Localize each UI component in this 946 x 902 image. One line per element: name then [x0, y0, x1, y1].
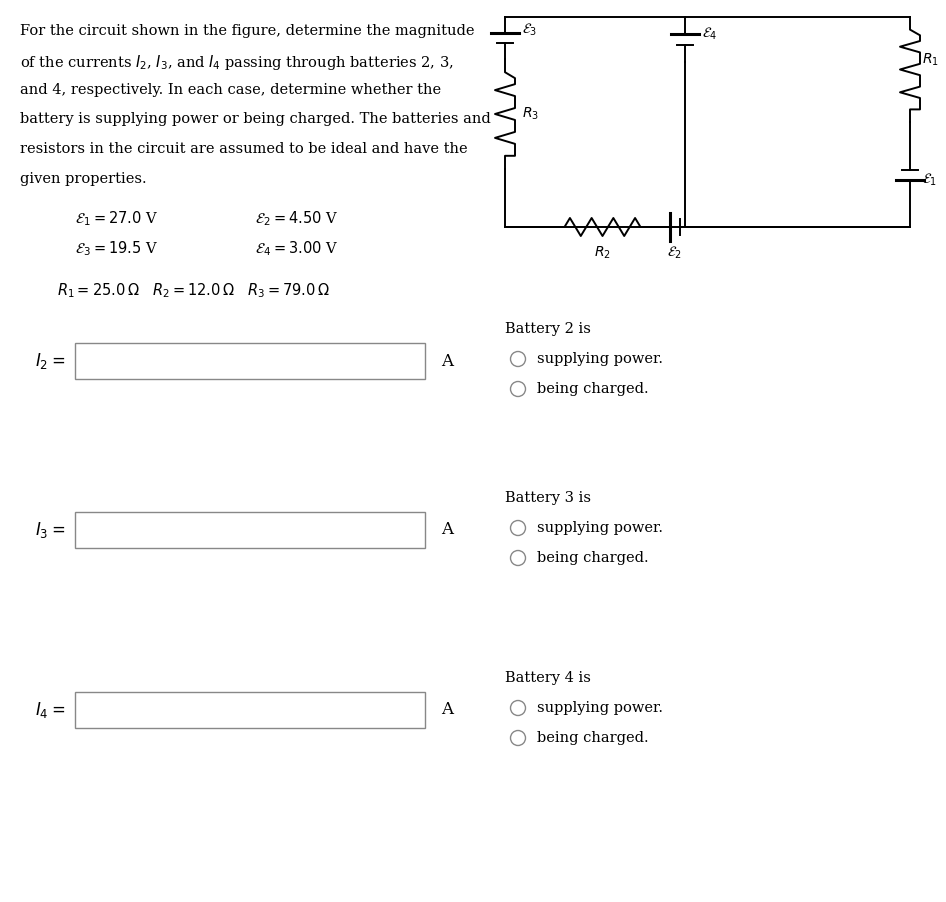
Text: $\mathcal{E}_1$: $\mathcal{E}_1$: [922, 171, 937, 188]
Text: $\mathcal{E}_3 = 19.5$ V: $\mathcal{E}_3 = 19.5$ V: [75, 239, 158, 258]
Bar: [75, 692, 425, 728]
Text: being charged.: being charged.: [537, 382, 649, 396]
Text: battery is supplying power or being charged. The batteries and: battery is supplying power or being char…: [20, 113, 491, 126]
Text: Battery 3 is: Battery 3 is: [505, 491, 591, 505]
Text: supplying power.: supplying power.: [537, 521, 663, 535]
Text: given properties.: given properties.: [20, 171, 147, 186]
Text: $\mathcal{E}_4 = 3.00$ V: $\mathcal{E}_4 = 3.00$ V: [255, 239, 338, 258]
Bar: [75, 512, 425, 548]
Text: $\mathcal{E}_2$: $\mathcal{E}_2$: [668, 245, 682, 262]
Text: of the currents $I_2$, $I_3$, and $I_4$ passing through batteries 2, 3,: of the currents $I_2$, $I_3$, and $I_4$ …: [20, 53, 454, 72]
Text: $R_2$: $R_2$: [594, 245, 611, 262]
Bar: [75, 343, 425, 379]
Text: supplying power.: supplying power.: [537, 352, 663, 366]
Text: and 4, respectively. In each case, determine whether the: and 4, respectively. In each case, deter…: [20, 83, 441, 97]
Text: $R_1 = 25.0\,\Omega$   $R_2 = 12.0\,\Omega$   $R_3 = 79.0\,\Omega$: $R_1 = 25.0\,\Omega$ $R_2 = 12.0\,\Omega…: [57, 281, 330, 299]
Text: supplying power.: supplying power.: [537, 701, 663, 715]
Text: being charged.: being charged.: [537, 551, 649, 565]
Text: A: A: [441, 702, 453, 719]
Text: $R_3$: $R_3$: [522, 106, 539, 122]
Text: $I_2 =$: $I_2 =$: [35, 351, 65, 371]
Text: $I_4 =$: $I_4 =$: [35, 700, 65, 720]
Text: $\mathcal{E}_1 = 27.0$ V: $\mathcal{E}_1 = 27.0$ V: [75, 209, 158, 227]
Text: Battery 4 is: Battery 4 is: [505, 671, 591, 685]
Text: For the circuit shown in the figure, determine the magnitude: For the circuit shown in the figure, det…: [20, 24, 475, 38]
Text: $\mathcal{E}_4$: $\mathcal{E}_4$: [702, 25, 717, 41]
Text: $\mathcal{E}_3$: $\mathcal{E}_3$: [522, 22, 537, 38]
Text: A: A: [441, 521, 453, 538]
Text: A: A: [441, 353, 453, 370]
Text: $R_1$: $R_1$: [922, 51, 938, 68]
Text: Battery 2 is: Battery 2 is: [505, 322, 591, 336]
Text: resistors in the circuit are assumed to be ideal and have the: resistors in the circuit are assumed to …: [20, 142, 467, 156]
Text: $\mathcal{E}_2 = 4.50$ V: $\mathcal{E}_2 = 4.50$ V: [255, 209, 338, 227]
Text: being charged.: being charged.: [537, 731, 649, 745]
Text: $I_3 =$: $I_3 =$: [35, 520, 65, 540]
